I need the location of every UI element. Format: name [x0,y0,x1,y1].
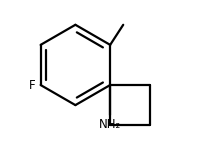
Text: F: F [29,78,35,92]
Text: NH₂: NH₂ [98,118,121,131]
